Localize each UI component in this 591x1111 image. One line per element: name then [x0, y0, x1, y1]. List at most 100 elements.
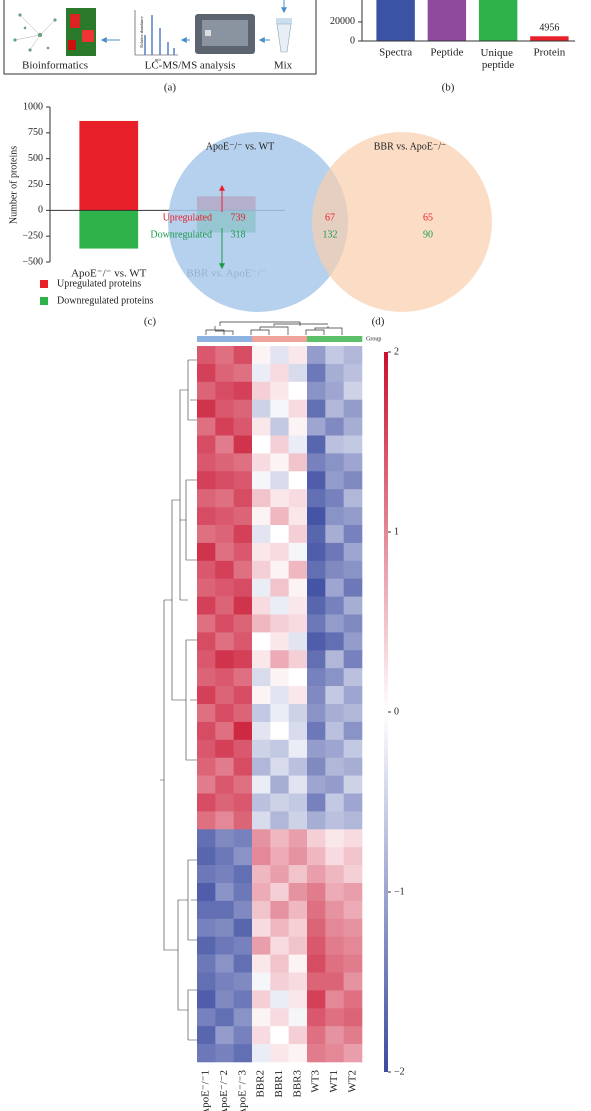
heatmap-cell	[325, 954, 344, 973]
heatmap-cell	[215, 900, 234, 920]
y-tick-label: 0	[350, 35, 355, 46]
heatmap-cell	[288, 936, 308, 955]
heatmap-cell	[288, 417, 308, 436]
heatmap-cell	[270, 614, 289, 633]
heatmap-cell	[270, 632, 289, 651]
heatmap-cell	[325, 453, 344, 472]
heatmap-cell	[215, 346, 234, 365]
colorbar-tick-label: −1	[394, 886, 405, 897]
heatmap-cell	[233, 793, 253, 812]
ms-instrument-icon	[195, 14, 255, 54]
heatmap-cell	[252, 918, 271, 937]
heatmap-cell	[252, 936, 271, 955]
heatmap-cell	[197, 883, 216, 902]
heatmap-cell	[233, 775, 253, 794]
heatmap-cell	[288, 775, 308, 794]
heatmap-cell	[270, 381, 289, 400]
heatmap-cell	[270, 721, 289, 741]
heatmap-cell	[288, 1026, 308, 1045]
heatmap-cell	[233, 381, 253, 400]
heatmap-cell	[307, 471, 326, 490]
heatmap-cell	[288, 757, 308, 776]
heatmap-cell	[233, 471, 253, 490]
heatmap-cell	[307, 972, 326, 991]
heatmap-cell	[288, 829, 308, 848]
heatmap-cell	[288, 560, 308, 579]
heatmap-cell	[343, 811, 363, 830]
set-circle	[312, 132, 492, 312]
heatmap-cell	[325, 346, 344, 365]
heatmap-cell	[288, 865, 308, 884]
group-bar	[288, 336, 308, 342]
spectrum-icon	[134, 10, 178, 56]
step-label: Bioinformatics	[22, 60, 88, 72]
heatmap-cell	[252, 542, 271, 562]
heatmap-cell	[307, 793, 326, 812]
heatmap-cell	[215, 435, 234, 454]
heatmap-cell	[307, 542, 326, 562]
heatmap-cell	[270, 560, 289, 579]
heatmap-cell	[307, 489, 326, 508]
heatmap-cell	[270, 900, 289, 920]
heatmap-cell	[233, 686, 253, 705]
heatmap-cell	[197, 453, 216, 472]
heatmap-cell	[307, 918, 326, 937]
legend-swatch	[40, 297, 48, 305]
bars	[376, 0, 569, 41]
heatmap-cell	[325, 829, 344, 848]
heatmap-cell	[325, 363, 344, 383]
y-tick-label: 750	[28, 127, 43, 138]
heatmap-cell	[197, 775, 216, 794]
heatmap-cell	[252, 650, 271, 669]
heatmap-cell	[197, 507, 216, 526]
heatmap-cell	[288, 811, 308, 830]
column-label: BBR3	[291, 1070, 303, 1098]
heatmap-cell	[197, 596, 216, 615]
heatmap-cell	[252, 525, 271, 544]
heatmap-cell	[343, 847, 363, 866]
heatmap-cell	[197, 739, 216, 758]
heatmap-cell	[197, 1026, 216, 1045]
heatmap-cell	[270, 883, 289, 902]
heatmap-cell	[325, 811, 344, 830]
heatmap-cell	[233, 668, 253, 687]
heatmap-cell	[325, 721, 344, 741]
y-tick-label: 20000	[330, 16, 355, 27]
heatmap-cell	[288, 668, 308, 687]
bar	[427, 0, 467, 41]
heatmap-cell	[325, 1008, 344, 1027]
set-label: BBR vs. ApoE⁻/⁻	[374, 141, 447, 152]
heatmap-cell	[215, 883, 234, 902]
heatmap-cell	[307, 883, 326, 902]
heatmap-cell	[307, 811, 326, 830]
heatmap-cell	[197, 847, 216, 866]
heatmap-cell	[215, 453, 234, 472]
heatmap-cell	[215, 489, 234, 508]
heatmap-cell	[343, 954, 363, 973]
heatmap-cell	[197, 757, 216, 776]
heatmap-cell	[252, 381, 271, 400]
region-count: 90	[423, 229, 433, 240]
heatmap-cell	[307, 954, 326, 973]
heatmap-cell	[343, 936, 363, 955]
heatmap-cell	[197, 972, 216, 991]
x-tick-label: ApoE⁻/⁻ vs. WT	[71, 268, 147, 280]
group-bar	[307, 336, 326, 342]
heatmap-cell	[307, 721, 326, 741]
column-label: WT1	[328, 1070, 340, 1093]
heatmap-cell	[288, 954, 308, 973]
heatmap-cell	[270, 739, 289, 758]
legend-label: Upregulated proteins	[57, 278, 141, 289]
step-label: LC-MS/MS analysis	[145, 60, 236, 72]
heatmap-cell	[215, 757, 234, 776]
spectrum-x-label: m/z	[155, 57, 161, 62]
heatmap-cell	[215, 596, 234, 615]
heatmap-icon	[66, 8, 96, 56]
heatmap-cell	[288, 900, 308, 920]
heatmap-cell	[215, 775, 234, 794]
heatmap-cell	[252, 489, 271, 508]
heatmap-cell	[215, 381, 234, 400]
heatmap-cell	[197, 865, 216, 884]
heatmap-cell	[288, 650, 308, 669]
heatmap-cell	[270, 471, 289, 490]
